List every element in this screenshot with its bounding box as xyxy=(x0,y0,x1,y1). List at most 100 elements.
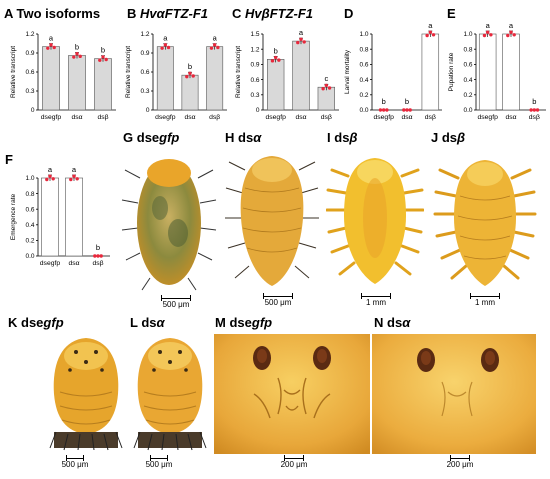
significance-letter: b xyxy=(101,46,105,55)
y-tick-label: 1.0 xyxy=(463,31,472,38)
data-point xyxy=(428,30,433,34)
photo-g-larva xyxy=(120,148,218,294)
scalebar-l: 500 μm xyxy=(140,455,178,469)
x-tick-label: dsα xyxy=(71,114,82,121)
chart-c: Relative transcript 0 0.3 0.6 0.9 1.2 1.5 b dseg… xyxy=(235,28,339,121)
significance-letter: b xyxy=(532,97,536,106)
data-point xyxy=(402,108,406,112)
scalebar-m-label: 200 μm xyxy=(280,460,308,469)
x-tick-label: dsegfp xyxy=(373,114,394,121)
data-point xyxy=(532,108,537,112)
panel-e-title: E xyxy=(447,6,456,21)
data-point xyxy=(99,254,103,258)
chart-b: Relative transcript 0 0.3 0.6 0.9 1.2 a dsegfp b… xyxy=(125,31,227,121)
panel-i-prefix: ds xyxy=(334,130,350,145)
panel-a-letter: A xyxy=(4,6,13,21)
scalebar-i-label: 1 mm xyxy=(366,298,386,307)
y-tick-label: 1.2 xyxy=(250,46,259,53)
panel-f-title: F xyxy=(5,152,13,167)
significance-letter: a xyxy=(49,34,54,43)
bar xyxy=(478,33,497,111)
panel-g-prefix: dse xyxy=(136,130,160,145)
y-tick-label: 1.0 xyxy=(359,31,368,38)
data-point xyxy=(163,43,168,47)
significance-letter: a xyxy=(213,34,218,43)
data-point xyxy=(49,43,53,47)
panel-b-gene: FTZ-F1 xyxy=(164,6,209,21)
data-point xyxy=(324,83,329,88)
y-axis-label: Larval mortality xyxy=(344,49,351,94)
photo-j-larva xyxy=(430,148,540,294)
x-tick-label: dsα xyxy=(184,114,195,121)
bar xyxy=(292,40,310,111)
data-point xyxy=(188,71,192,76)
chart-e: Pupation rate 0.0 0.2 0.4 0.6 0.8 1.0 a dsegfp a d… xyxy=(448,24,546,121)
data-point xyxy=(72,174,76,178)
photo-n-closeup xyxy=(372,334,536,454)
y-tick-label: 1.0 xyxy=(25,175,34,182)
data-point xyxy=(51,177,55,181)
panel-d-letter: D xyxy=(344,6,354,21)
panel-j-letter: J xyxy=(431,130,439,145)
data-point xyxy=(209,46,214,50)
y-tick-label: 0.4 xyxy=(359,77,368,84)
significance-letter: a xyxy=(163,34,168,43)
panel-a-title: A Two isoforms xyxy=(4,6,100,21)
panel-g-title: G dsegfp xyxy=(123,130,179,145)
panel-k-prefix: dse xyxy=(21,315,44,330)
y-tick-label: 0.6 xyxy=(463,62,472,69)
panel-m-prefix: dse xyxy=(229,315,252,330)
panel-d-title: D xyxy=(344,6,353,21)
y-tick-label: 0.9 xyxy=(140,50,149,57)
bar xyxy=(68,55,86,111)
bar xyxy=(502,33,520,111)
panel-l-letter: L xyxy=(130,315,138,330)
data-point xyxy=(46,46,50,50)
photo-m-closeup xyxy=(214,334,370,454)
y-tick-label: 1.2 xyxy=(25,31,34,38)
panel-j-title: J dsβ xyxy=(431,130,465,145)
scalebar-g-label: 500 μm xyxy=(162,300,190,309)
data-point xyxy=(485,30,490,34)
panel-i-letter: I xyxy=(327,130,331,145)
panel-h-letter: H xyxy=(225,130,235,145)
bar xyxy=(267,59,285,111)
significance-letter: a xyxy=(72,168,77,174)
x-tick-label: dsβ xyxy=(92,260,103,267)
data-point xyxy=(212,43,217,47)
panel-l-title: L dsα xyxy=(130,315,165,330)
significance-letter: a xyxy=(48,168,53,174)
bar xyxy=(42,46,60,111)
data-point xyxy=(509,30,513,34)
panel-h-title: H dsα xyxy=(225,130,261,145)
significance-letter: a xyxy=(486,24,491,30)
data-point xyxy=(75,52,79,56)
y-tick-label: 0.2 xyxy=(463,92,472,99)
data-point xyxy=(48,174,52,178)
panel-b-title: B HvαFTZ-F1 xyxy=(127,6,208,21)
y-tick-label: 0 xyxy=(146,107,150,114)
data-point xyxy=(506,33,510,38)
panel-h-suffix: α xyxy=(253,130,262,145)
x-tick-label: dsα xyxy=(401,114,412,121)
data-point xyxy=(425,33,429,38)
panel-j-suffix: β xyxy=(457,130,466,145)
data-point xyxy=(482,33,487,38)
y-tick-label: 0.6 xyxy=(250,77,259,84)
y-tick-label: 0.8 xyxy=(463,46,472,53)
data-point xyxy=(378,108,383,112)
data-point xyxy=(101,55,105,59)
panel-n-letter: N xyxy=(374,315,384,330)
panel-f-letter: F xyxy=(5,152,13,167)
data-point xyxy=(277,58,281,62)
y-tick-label: 0.0 xyxy=(359,107,368,114)
y-tick-label: 0.4 xyxy=(463,77,472,84)
y-tick-label: 0.2 xyxy=(25,238,34,245)
y-axis-label: Relative transcript xyxy=(10,46,17,98)
data-point xyxy=(166,45,171,50)
panel-n-title: N dsα xyxy=(374,315,410,330)
data-point xyxy=(302,40,306,44)
y-axis-label: Emergence rate xyxy=(10,193,17,240)
significance-letter: a xyxy=(299,28,304,37)
